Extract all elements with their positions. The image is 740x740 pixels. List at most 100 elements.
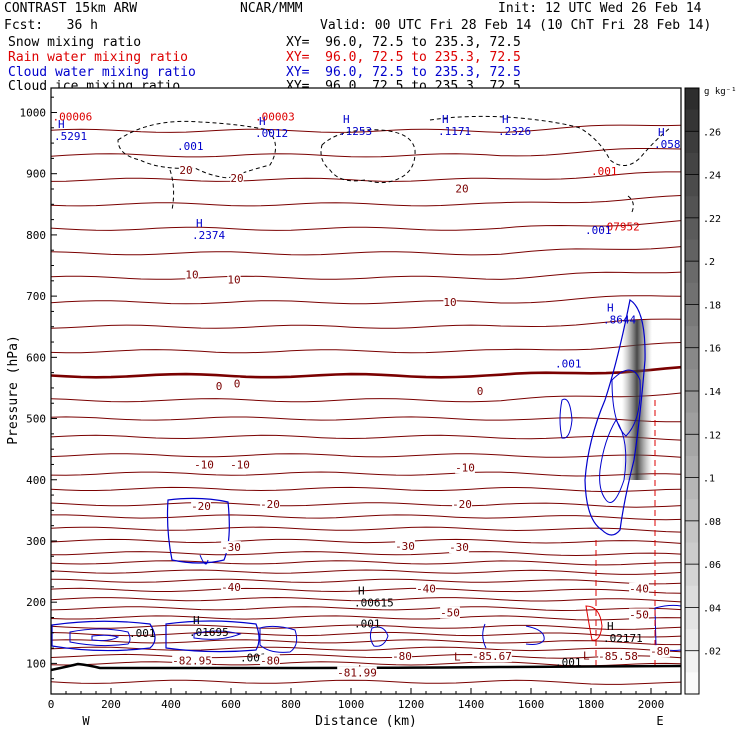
threshold-label: .001 (555, 656, 582, 669)
x-axis: 0 200 400 600 800 1000 1200 1400 1600 1800 2000 (48, 688, 667, 711)
x-tick-label: 1800 (578, 698, 605, 711)
colorbar-tick-label: .02 (703, 647, 721, 658)
temperature-label: 20 (179, 164, 192, 177)
extremum-value: .5291 (54, 130, 87, 143)
cloud-water-contour (559, 398, 573, 439)
temperature-label-bg (215, 380, 223, 393)
cloud-ice-contour (627, 195, 634, 213)
colorbar-tick-label: .1 (703, 474, 715, 485)
colorbar-swatch (685, 499, 699, 522)
cloud-ice-contour (117, 120, 276, 179)
temperature-label: -40 (416, 583, 436, 596)
extremum-marker: H (358, 584, 365, 597)
y-tick-label: 200 (26, 596, 46, 609)
colorbar-swatch (685, 326, 699, 349)
x-tick-label: 0 (48, 698, 55, 711)
temperature-contour-line (51, 195, 681, 207)
colorbar-tick-label: .04 (703, 603, 721, 614)
colorbar-swatch (685, 88, 699, 111)
temperature-contour-line (51, 342, 681, 354)
temperature-contour-line (51, 551, 681, 557)
y-axis: 100 200 300 400 500 600 700 800 900 1000 (20, 96, 57, 695)
temperature-label-bg (455, 182, 469, 195)
temperature-label: -81.99 (337, 667, 377, 680)
temperature-contour-line (51, 653, 681, 659)
y-tick-label: 600 (26, 351, 46, 364)
init-time: Init: 12 UTC Wed 26 Feb 14 (498, 1, 702, 16)
x-tick-label: 800 (281, 698, 301, 711)
temperature-label: -30 (395, 540, 415, 553)
temperature-label-bg (629, 582, 649, 595)
threshold-label: .001 (177, 140, 204, 153)
colorbar: .26 .24 .22 .2 .18 .16 .14 .12 .1 .08 .06 .04 .02 (684, 87, 721, 695)
forecast-hour: Fcst: 36 h (4, 18, 98, 33)
temperature-contour-line (51, 569, 681, 575)
center-name: NCAR/MMM (240, 1, 303, 16)
field-rain-xy: XY= 96.0, 72.5 to 235.3, 72.5 (286, 50, 521, 65)
temperature-contour-line (51, 246, 681, 256)
colorbar-tick-label: .22 (703, 214, 721, 225)
temperature-label-bg (472, 650, 512, 663)
cloud-ice-contour (320, 129, 416, 184)
temperature-label: -80 (260, 654, 280, 667)
colorbar-swatch (685, 434, 699, 457)
temperature-label: -20 (191, 500, 211, 513)
temperature-label-bg (337, 666, 377, 679)
colorbar-tick-label: .12 (703, 430, 721, 441)
temperature-label-bg (179, 164, 193, 177)
field-snow-name: Snow mixing ratio (8, 35, 142, 50)
y-tick-label: 400 (26, 474, 46, 487)
extremum-value: .2374 (192, 229, 225, 242)
temperature-label: 0 (234, 378, 241, 391)
temperature-contour-line (51, 171, 681, 182)
temperature-contour-line (51, 502, 681, 508)
field-rain-name: Rain water mixing ratio (8, 50, 189, 65)
colorbar-swatch (685, 217, 699, 241)
colorbar-swatch (685, 585, 699, 609)
cloud-water-contour (91, 634, 120, 642)
colorbar-swatch (685, 542, 699, 565)
extremum-value: .001 (591, 165, 618, 178)
y-tick-label: 300 (26, 535, 46, 548)
extremum-value: .1171 (438, 125, 471, 138)
temperature-label: -10 (230, 458, 250, 471)
temperature-contour-lines (51, 124, 681, 685)
y-tick-label: 1000 (20, 106, 47, 119)
temperature-contour-line (51, 220, 681, 231)
extremum-marker: H (193, 614, 200, 627)
temperature-contour-line (51, 486, 681, 493)
cloud-water-contour (611, 369, 641, 437)
temperature-contour-line (51, 453, 681, 458)
extremum-marker: H (607, 620, 614, 633)
cloud-water-contour (166, 497, 230, 564)
cloud-contours (51, 115, 681, 672)
temperature-label: -80 (392, 650, 412, 663)
colorbar-swatch (685, 520, 699, 544)
extremum-marker: L (454, 651, 461, 664)
temperature-label: 10 (185, 269, 198, 282)
temperature-label: -10 (194, 458, 214, 471)
colorbar-swatch (685, 282, 699, 306)
extremum-marker: H (196, 217, 203, 230)
temperature-label-bg (221, 580, 241, 593)
extremum-marker: H (58, 118, 65, 131)
temperature-contour-line (51, 538, 681, 544)
extremum-marker: H (607, 302, 614, 315)
colorbar-swatch (685, 109, 699, 132)
temperature-label: -50 (629, 608, 649, 621)
extremum-value: .1253 (339, 125, 372, 138)
extremum-marker: H (658, 126, 665, 139)
field-cloudwater-name: Cloud water mixing ratio (8, 65, 196, 80)
cloud-ice-contour (429, 115, 671, 166)
temperature-label: -40 (221, 581, 241, 594)
temperature-label: 0 (216, 380, 223, 393)
x-tick-label: 200 (101, 698, 121, 711)
temperature-label-bg (260, 654, 280, 667)
temperature-contour-line (51, 631, 681, 638)
extremum-marker: H (343, 113, 350, 126)
temperature-label-bg (230, 458, 250, 471)
cloud-water-plume (622, 320, 652, 480)
cloud-water-contour (199, 554, 209, 565)
endpoint-west: W (82, 714, 90, 728)
temperature-contour-line (51, 560, 681, 566)
